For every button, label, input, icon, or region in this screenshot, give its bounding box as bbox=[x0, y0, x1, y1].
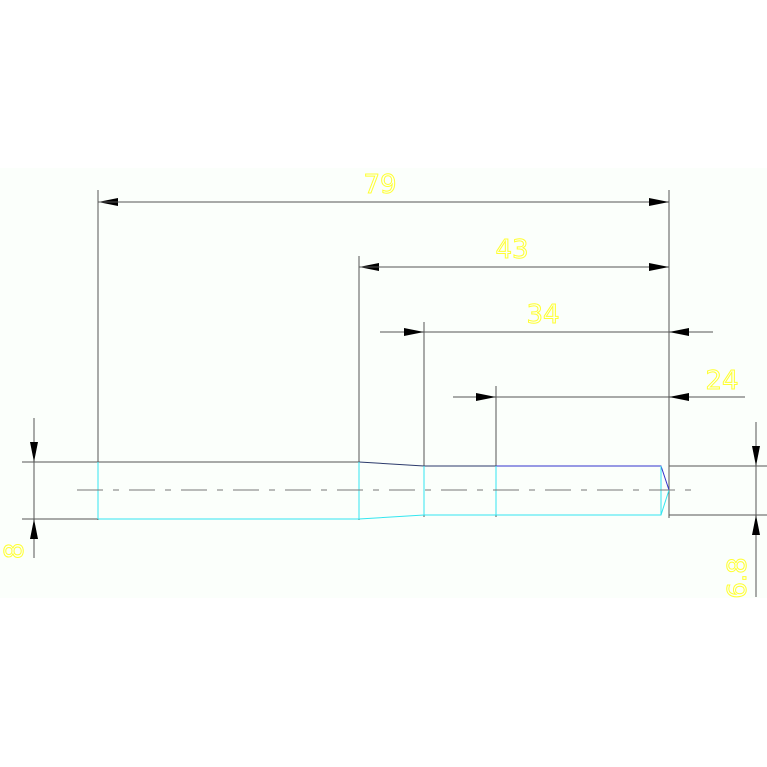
dim-diameter-8-text: 8 bbox=[0, 543, 30, 560]
dim-79-text: 79 bbox=[363, 170, 396, 200]
dim-diameter-6-8-text: 6.8 bbox=[723, 557, 753, 598]
dim-24-text: 24 bbox=[705, 366, 738, 396]
drawing-area bbox=[0, 168, 767, 598]
dim-43-text: 43 bbox=[495, 235, 528, 265]
dimension-lines bbox=[30, 198, 760, 597]
dim-34-text: 34 bbox=[526, 300, 559, 330]
